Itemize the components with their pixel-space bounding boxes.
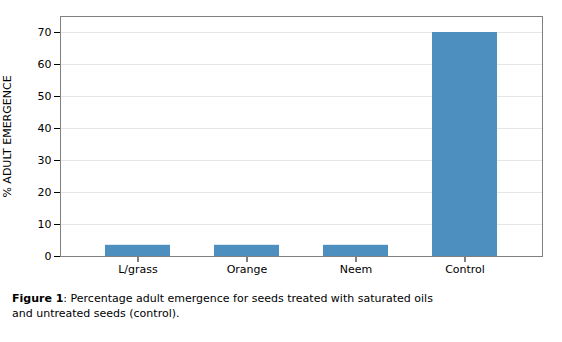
svg-text:Orange: Orange	[227, 263, 268, 276]
svg-text:20: 20	[38, 186, 52, 199]
svg-text:Control: Control	[445, 263, 485, 276]
svg-text:30: 30	[38, 154, 52, 167]
svg-text:L/grass: L/grass	[118, 263, 158, 276]
svg-text:60: 60	[38, 58, 52, 71]
svg-text:% ADULT EMERGENCE: % ADULT EMERGENCE	[1, 75, 14, 197]
svg-text:Neem: Neem	[340, 263, 372, 276]
svg-text:40: 40	[38, 122, 52, 135]
svg-text:10: 10	[38, 218, 52, 231]
svg-text:70: 70	[38, 26, 52, 39]
svg-text:50: 50	[38, 90, 52, 103]
svg-text:0: 0	[45, 250, 52, 263]
html-text:Figure 1: Percentage adult eme: Figure 1: Percentage adult emergence for…	[12, 292, 433, 320]
